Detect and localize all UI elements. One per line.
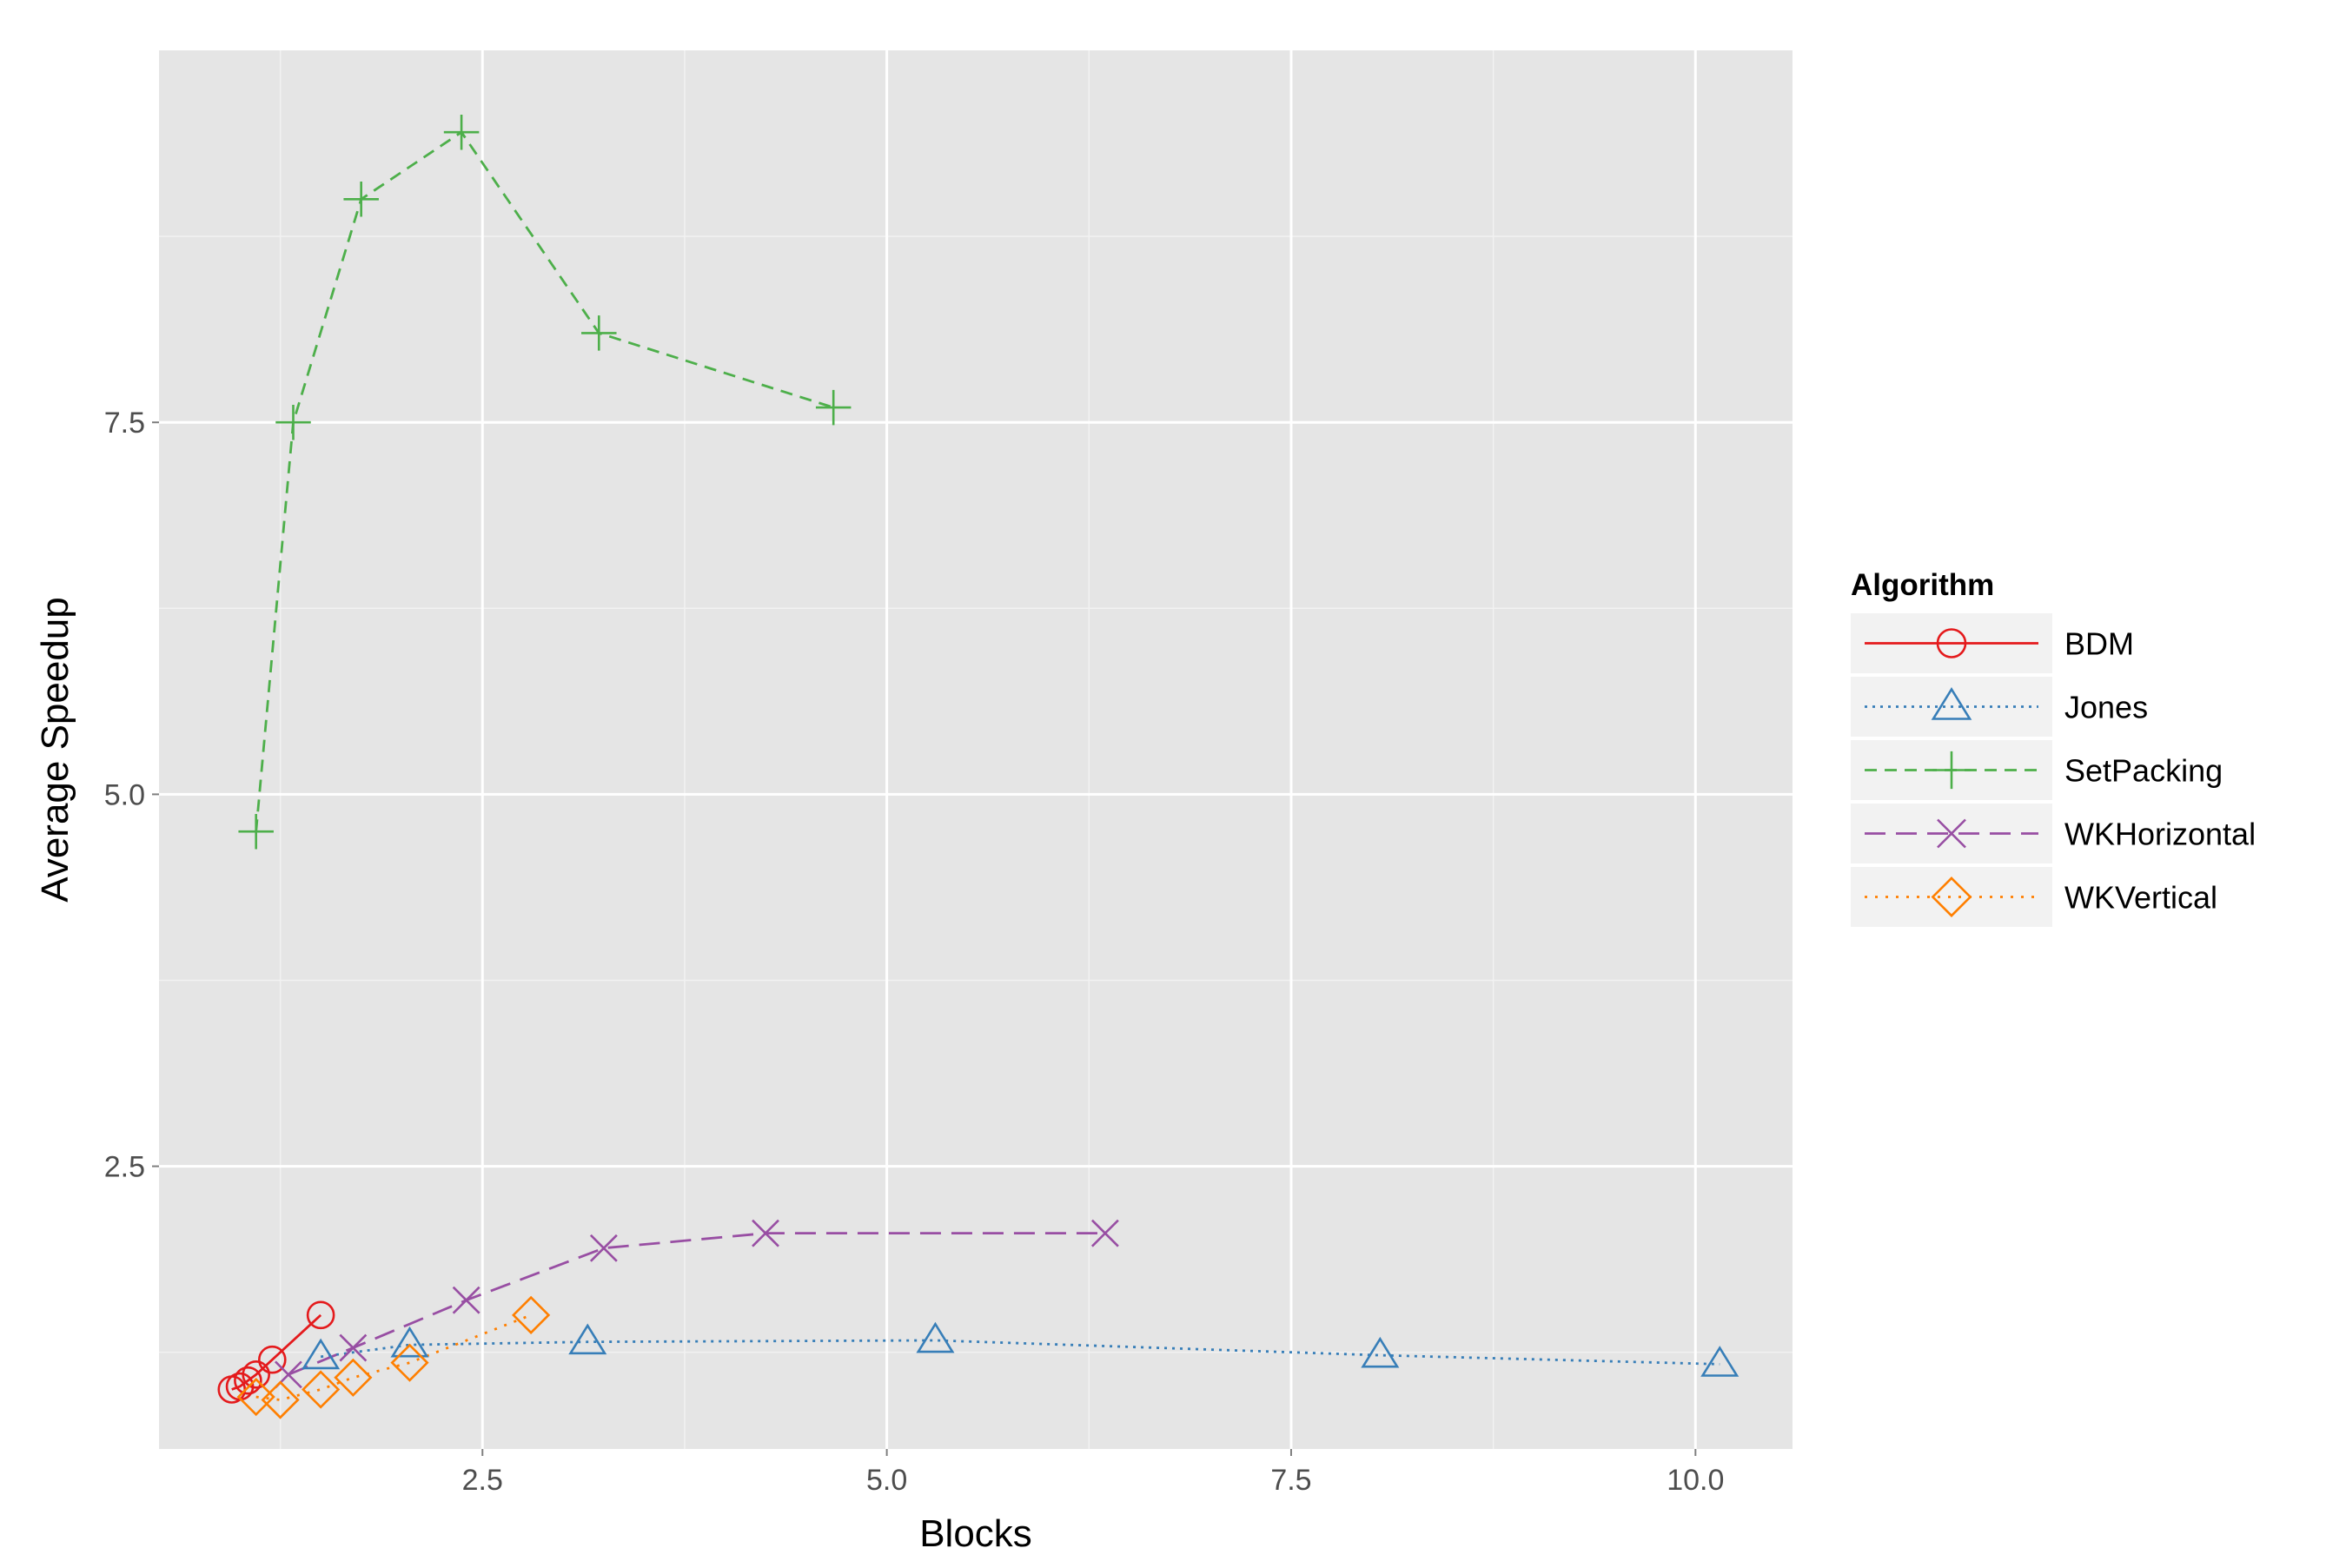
data-point-wkhorizontal [589, 1234, 618, 1262]
data-point-bdm [306, 1300, 335, 1330]
data-point-wkvertical [236, 1377, 275, 1417]
legend-label-setpacking: SetPacking [2064, 753, 2223, 789]
y-axis-title: Average Speedup [34, 597, 76, 902]
data-point-wkhorizontal [339, 1333, 368, 1362]
data-point-jones [1700, 1346, 1740, 1377]
data-point-wkvertical [302, 1370, 341, 1409]
data-point-wkvertical [261, 1380, 300, 1419]
legend-marker-wkvertical [1931, 877, 1972, 917]
data-point-wkhorizontal [752, 1219, 779, 1247]
data-point-wkhorizontal [1090, 1219, 1119, 1247]
legend: Algorithm BDM Jones SetPacking WKHorizontal… [1851, 568, 2256, 927]
minor-gridlines [159, 50, 1793, 1449]
series-line-wkhorizontal [288, 1232, 1105, 1376]
legend-marker-wkhorizontal [1937, 818, 1966, 849]
series-points [217, 114, 1740, 1419]
data-point-bdm [242, 1360, 270, 1389]
data-point-setpacking [275, 404, 311, 440]
x-tick-label: 5.0 [866, 1464, 907, 1497]
data-point-jones [916, 1321, 955, 1353]
legend-marker-jones [1931, 687, 1972, 720]
legend-marker-setpacking [1932, 751, 1971, 790]
data-point-bdm [234, 1366, 262, 1395]
x-axis-title: Blocks [919, 1512, 1032, 1555]
data-point-setpacking [443, 114, 480, 150]
y-axis: 2.5 5.0 7.5 [104, 407, 159, 1184]
x-tick-label: 7.5 [1270, 1464, 1311, 1497]
major-gridlines [159, 50, 1793, 1449]
x-tick-label: 2.5 [462, 1464, 503, 1497]
data-point-jones [302, 1338, 341, 1370]
series-lines [231, 130, 1720, 1401]
legend-title: Algorithm [1851, 568, 1994, 602]
data-point-setpacking [238, 813, 274, 850]
x-axis: 2.5 5.0 7.5 10.0 [462, 1449, 1724, 1497]
legend-label-bdm: BDM [2064, 626, 2134, 662]
y-tick-label: 2.5 [104, 1151, 145, 1184]
plot-panel [159, 50, 1793, 1449]
data-point-wkvertical [390, 1343, 429, 1382]
y-tick-label: 7.5 [104, 407, 145, 440]
data-point-bdm [257, 1345, 287, 1374]
data-point-setpacking [581, 315, 617, 351]
data-point-wkvertical [512, 1295, 551, 1334]
legend-label-jones: Jones [2064, 690, 2148, 725]
data-point-jones [1361, 1336, 1400, 1368]
y-tick-label: 5.0 [104, 778, 145, 811]
legend-label-wkhorizontal: WKHorizontal [2064, 817, 2256, 852]
legend-label-wkvertical: WKVertical [2064, 880, 2217, 916]
series-line-bdm [231, 1313, 322, 1391]
data-point-jones [390, 1326, 429, 1358]
data-point-wkhorizontal [452, 1286, 480, 1314]
data-point-jones [568, 1323, 607, 1355]
series-line-setpacking [255, 130, 834, 832]
legend-marker-bdm [1936, 628, 1967, 658]
data-point-setpacking [815, 389, 852, 426]
series-line-wkvertical [255, 1313, 532, 1401]
data-point-wkvertical [334, 1358, 373, 1397]
x-tick-label: 10.0 [1667, 1464, 1724, 1497]
data-point-setpacking [343, 182, 379, 217]
